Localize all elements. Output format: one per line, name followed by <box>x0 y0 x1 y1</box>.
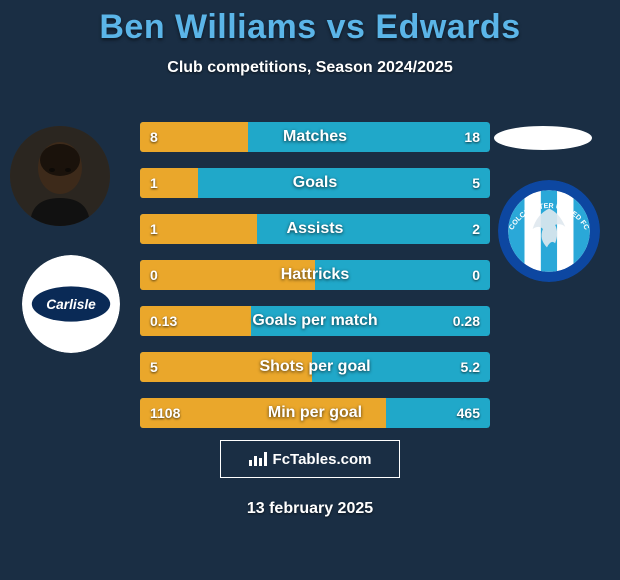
player1-club-badge: Carlisle <box>22 255 120 353</box>
page-title: Ben Williams vs Edwards <box>0 8 620 47</box>
stat-row: 0.130.28Goals per match <box>140 306 490 336</box>
player2-club-badge: COLCHESTER UNITED FC <box>498 180 600 282</box>
footer-logo-text: FcTables.com <box>273 451 372 468</box>
stat-row: 15Goals <box>140 168 490 198</box>
stat-row: 1108465Min per goal <box>140 398 490 428</box>
stat-row: 12Assists <box>140 214 490 244</box>
stat-row: 55.2Shots per goal <box>140 352 490 382</box>
stat-row: 00Hattricks <box>140 260 490 290</box>
subtitle: Club competitions, Season 2024/2025 <box>0 59 620 77</box>
stat-row: 818Matches <box>140 122 490 152</box>
player1-avatar <box>10 126 110 226</box>
player1-avatar-icon <box>10 126 110 226</box>
stats-bars: 818Matches 15Goals 12Assists 00Hattricks 0.1… <box>140 122 490 444</box>
player2-avatar <box>494 126 592 150</box>
carlisle-badge-icon: Carlisle <box>22 255 120 353</box>
player1-club-name: Carlisle <box>46 297 96 312</box>
fctables-logo: FcTables.com <box>220 440 400 478</box>
comparison-card: Ben Williams vs Edwards Club competition… <box>0 0 620 580</box>
footer-date: 13 february 2025 <box>0 500 620 518</box>
chart-icon <box>249 452 267 466</box>
colchester-badge-icon: COLCHESTER UNITED FC <box>498 180 600 282</box>
